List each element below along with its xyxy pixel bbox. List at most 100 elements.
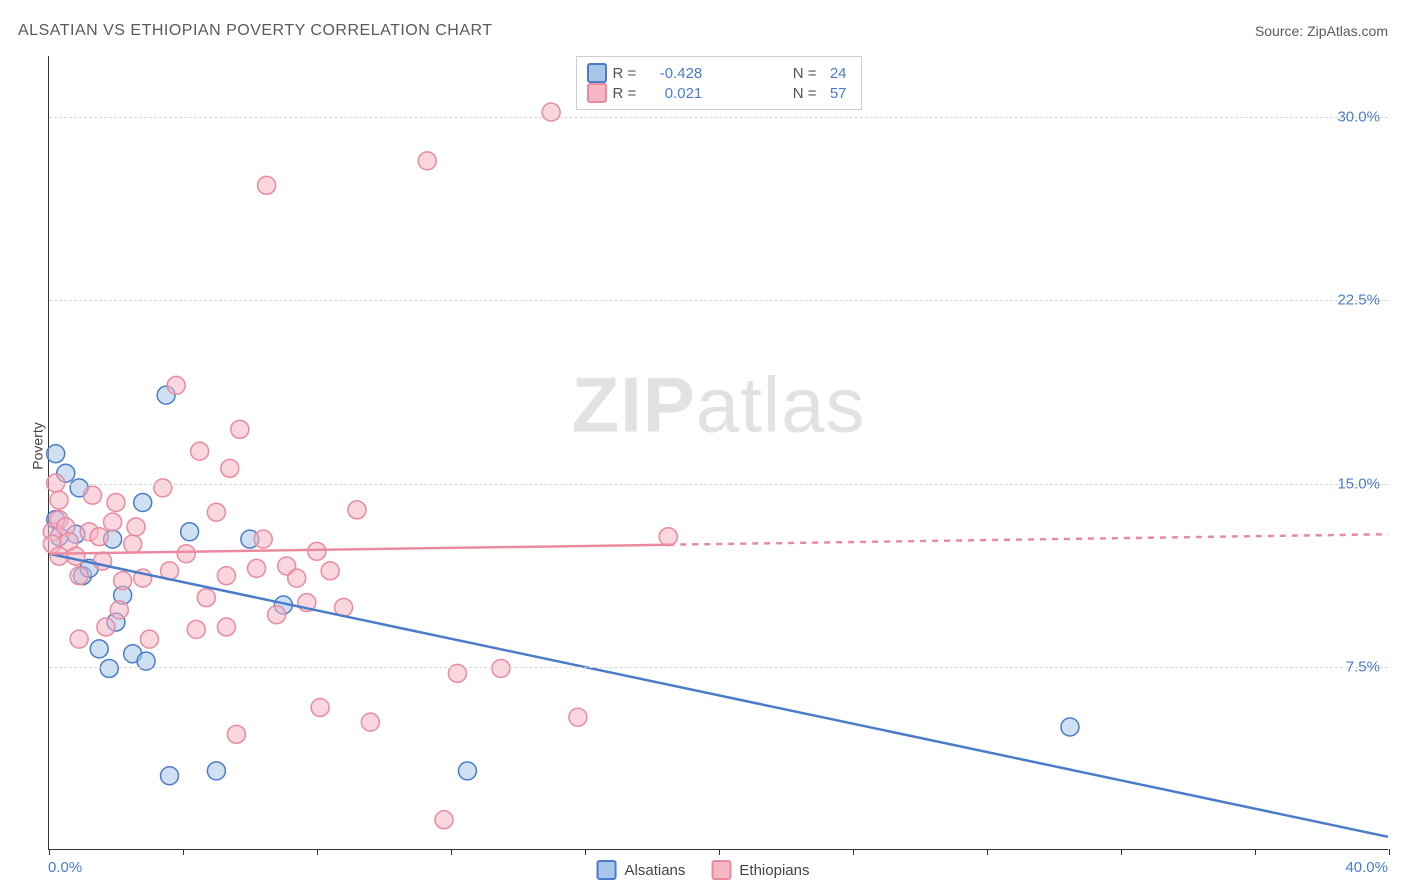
data-point — [114, 572, 132, 590]
data-point — [227, 725, 245, 743]
gridline — [49, 667, 1388, 668]
legend-label: Alsatians — [625, 862, 686, 879]
gridline — [49, 484, 1388, 485]
data-point — [435, 811, 453, 829]
data-point — [84, 486, 102, 504]
data-point — [569, 708, 587, 726]
n-value: 57 — [823, 85, 847, 102]
data-point — [187, 620, 205, 638]
x-tick — [585, 849, 586, 855]
x-tick — [49, 849, 50, 855]
legend-swatch — [597, 860, 617, 880]
r-value: 0.021 — [642, 85, 702, 102]
x-tick — [1121, 849, 1122, 855]
data-point — [1061, 718, 1079, 736]
data-point — [231, 420, 249, 438]
x-axis-start-label: 0.0% — [48, 859, 82, 876]
x-tick — [987, 849, 988, 855]
data-point — [659, 528, 677, 546]
data-point — [221, 459, 239, 477]
data-point — [47, 445, 65, 463]
data-point — [492, 659, 510, 677]
data-point — [348, 501, 366, 519]
data-point — [217, 618, 235, 636]
data-point — [104, 513, 122, 531]
x-tick — [1255, 849, 1256, 855]
data-point — [542, 103, 560, 121]
data-point — [124, 535, 142, 553]
trend-line — [49, 554, 1388, 837]
data-point — [217, 567, 235, 585]
data-point — [181, 523, 199, 541]
n-label: N = — [793, 85, 817, 102]
legend-item: Alsatians — [597, 860, 686, 880]
data-point — [418, 152, 436, 170]
data-point — [127, 518, 145, 536]
data-point — [268, 606, 286, 624]
data-point — [90, 528, 108, 546]
data-point — [248, 559, 266, 577]
data-point — [321, 562, 339, 580]
data-point — [100, 659, 118, 677]
gridline — [49, 300, 1388, 301]
series-legend: Alsatians Ethiopians — [597, 860, 810, 880]
data-point — [97, 618, 115, 636]
data-point — [361, 713, 379, 731]
data-point — [258, 176, 276, 194]
data-point — [107, 494, 125, 512]
data-point — [197, 589, 215, 607]
data-point — [254, 530, 272, 548]
n-value: 24 — [823, 65, 847, 82]
legend-row: R = -0.428 N = 24 — [587, 63, 847, 83]
data-point — [311, 698, 329, 716]
r-value: -0.428 — [642, 65, 702, 82]
x-tick — [451, 849, 452, 855]
data-point — [167, 376, 185, 394]
data-point — [288, 569, 306, 587]
chart-title: ALSATIAN VS ETHIOPIAN POVERTY CORRELATIO… — [18, 22, 493, 40]
data-point — [70, 567, 88, 585]
chart-area: ZIPatlas R =-0.428N =24R =0.021N =57 7.5… — [48, 56, 1388, 850]
source-value: ZipAtlas.com — [1307, 23, 1388, 39]
data-point — [90, 640, 108, 658]
n-label: N = — [793, 65, 817, 82]
data-point — [177, 545, 195, 563]
x-tick — [853, 849, 854, 855]
data-point — [308, 542, 326, 560]
legend-swatch — [587, 63, 607, 83]
data-point — [161, 767, 179, 785]
data-point — [458, 762, 476, 780]
trend-line-extrapolated — [668, 534, 1388, 544]
data-point — [70, 630, 88, 648]
x-tick — [1389, 849, 1390, 855]
x-tick — [317, 849, 318, 855]
legend-item: Ethiopians — [711, 860, 809, 880]
y-tick-label: 7.5% — [1346, 658, 1380, 675]
data-point — [67, 547, 85, 565]
legend-row: R =0.021N =57 — [587, 83, 847, 103]
x-tick — [183, 849, 184, 855]
data-point — [140, 630, 158, 648]
gridline — [49, 117, 1388, 118]
correlation-legend: R = -0.428 N = 24R = 0.021 N = 57 — [576, 56, 862, 110]
x-tick — [719, 849, 720, 855]
y-axis-label: Poverty — [30, 422, 46, 469]
legend-swatch — [587, 83, 607, 103]
r-label: R = — [613, 65, 637, 82]
x-axis-end-label: 40.0% — [1345, 859, 1388, 876]
data-point — [207, 762, 225, 780]
data-point — [207, 503, 225, 521]
y-tick-label: 30.0% — [1337, 109, 1380, 126]
data-point — [191, 442, 209, 460]
data-point — [154, 479, 172, 497]
data-point — [110, 601, 128, 619]
scatter-plot — [49, 56, 1388, 849]
legend-label: Ethiopians — [739, 862, 809, 879]
legend-swatch — [711, 860, 731, 880]
header: ALSATIAN VS ETHIOPIAN POVERTY CORRELATIO… — [18, 22, 1388, 40]
y-tick-label: 22.5% — [1337, 292, 1380, 309]
data-point — [134, 494, 152, 512]
data-point — [50, 491, 68, 509]
y-tick-label: 15.0% — [1337, 475, 1380, 492]
source-attribution: Source: ZipAtlas.com — [1255, 23, 1388, 39]
